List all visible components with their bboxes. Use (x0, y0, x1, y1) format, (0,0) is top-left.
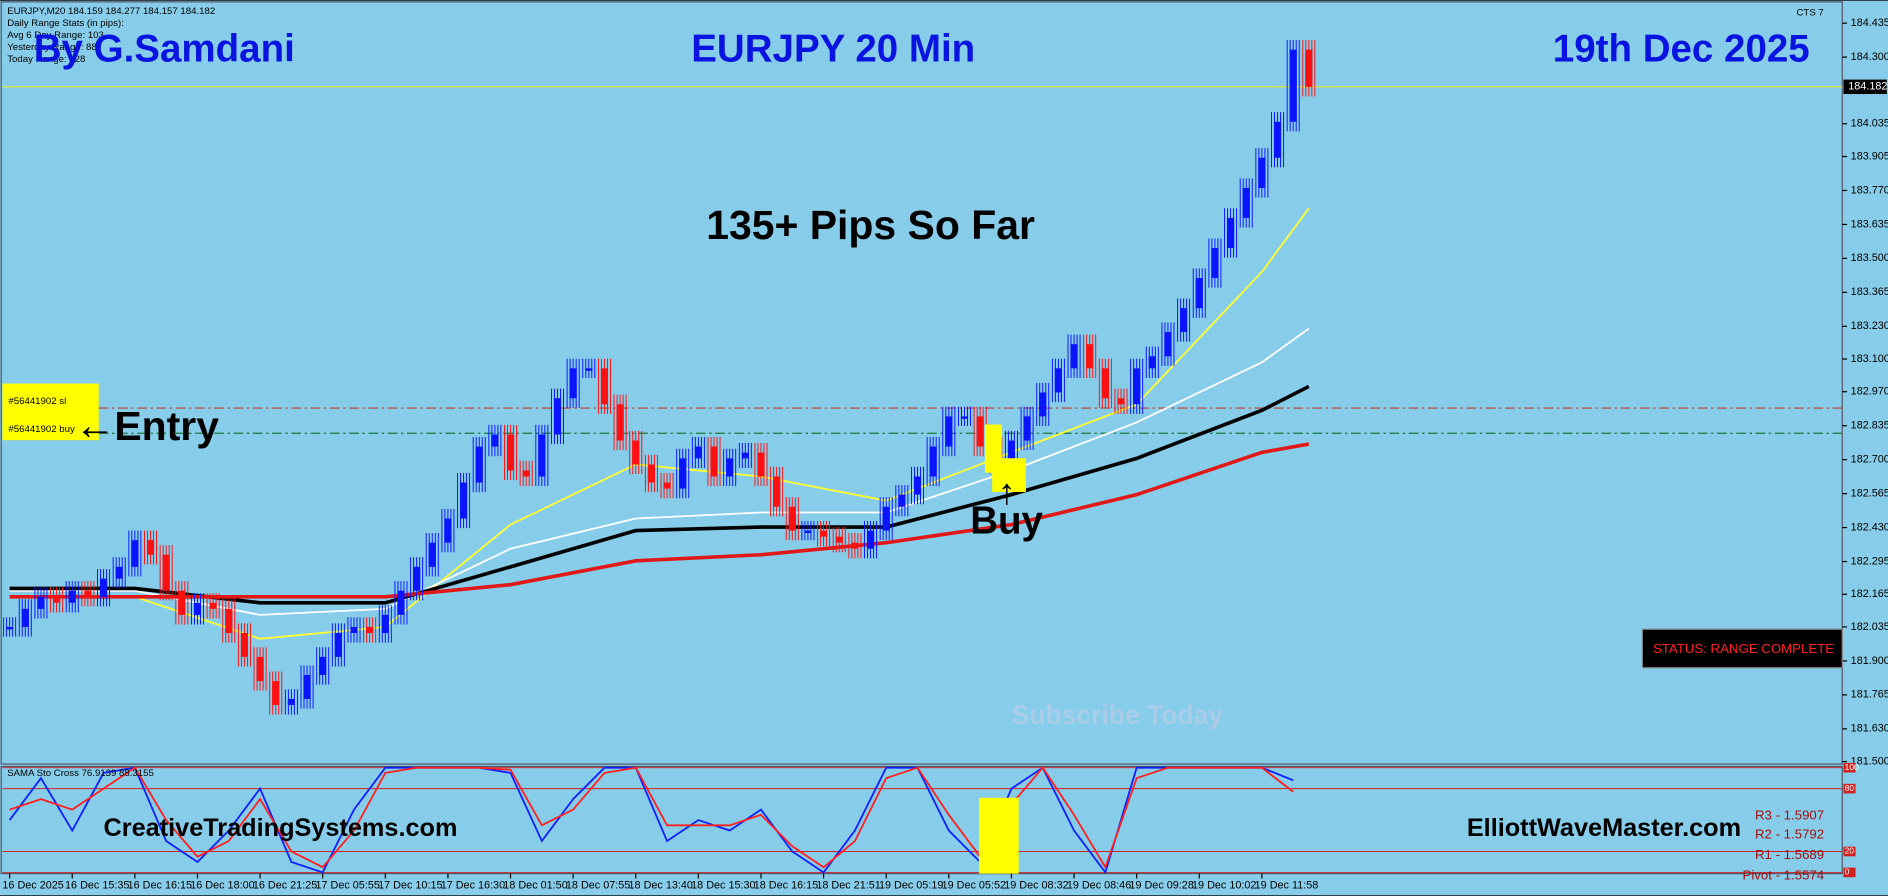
y-tick-label: 183.905 (1851, 150, 1888, 162)
status: STATUS: RANGE COMPLETE (1653, 641, 1834, 656)
y-tick-label: 182.700 (1851, 454, 1888, 466)
level-box (1843, 867, 1856, 878)
y-tick-label: 182.295 (1851, 555, 1888, 567)
oscillator-panel: 100 80 20 0 (2, 762, 1859, 878)
y-tick-label: 100 (1845, 762, 1859, 772)
x-tick-label: 17 Dec 05:55 (315, 880, 379, 892)
y-tick-label: 182.970 (1851, 386, 1888, 398)
date: 19th Dec 2025 (1553, 27, 1810, 70)
y-tick-label: 181.765 (1851, 689, 1888, 701)
y-tick-label: 183.635 (1851, 218, 1888, 230)
level-box (1843, 846, 1856, 857)
x-tick-label: 19 Dec 11:58 (1255, 880, 1319, 892)
moving-average (9, 327, 1310, 616)
website: CreativeTradingSystems.com (104, 814, 458, 842)
author: By G.Samdani (34, 27, 295, 70)
corner-label: CTS 7 (1796, 7, 1823, 18)
moving-average (9, 384, 1310, 605)
status-box (1641, 628, 1843, 669)
highlight (992, 458, 1026, 492)
buy-label: Buy (970, 499, 1043, 542)
x-tick-label: 19 Dec 09:28 (1129, 880, 1193, 892)
watermark: Subscribe Today (1012, 700, 1224, 730)
order-label: #56441902 sl (8, 396, 66, 407)
x-tick-label: 18 Dec 15:30 (691, 880, 755, 892)
level-box (1843, 783, 1856, 794)
stats: Avg 6 Day Range: 103 (7, 30, 104, 41)
y-tick-label: 182.835 (1851, 420, 1888, 432)
x-tick-label: 16 Dec 21:25 (253, 880, 317, 892)
stats: Today Range: 128 (7, 54, 85, 65)
y-tick-label: 80 (1845, 783, 1855, 793)
main-frame (0, 1, 1843, 765)
chart-title: EURJPY 20 Min (691, 27, 975, 70)
osc-title: SAMA Sto Cross 76.9139 88.3155 (7, 768, 154, 779)
moving-average (9, 442, 1310, 599)
main-panel: 184.435 184.300 184.035 183.905 183.770 183.6… (2, 17, 1888, 892)
website: ElliottWaveMaster.com (1467, 814, 1741, 842)
pivot: Pivot - 1.5574 (1743, 868, 1825, 883)
y-tick-label: 184.035 (1851, 118, 1888, 130)
oscillator-line (8, 766, 1294, 875)
y-tick-label: 0 (1845, 867, 1850, 877)
entry-label: Entry (114, 403, 219, 449)
moving-average (9, 207, 1310, 640)
x-tick-label: 16 Dec 15:35 (65, 880, 129, 892)
x-tick-label: 18 Dec 21:51 (816, 880, 880, 892)
y-tick-label: 181.900 (1851, 655, 1888, 667)
x-tick-label: 19 Dec 08:46 (1067, 880, 1131, 892)
x-tick-label: 17 Dec 16:30 (441, 880, 505, 892)
order-label-box (2, 383, 99, 441)
y-tick-label: 184.300 (1851, 51, 1888, 63)
x-tick-label: 19 Dec 10:02 (1192, 880, 1256, 892)
y-tick-label: 183.500 (1851, 252, 1888, 264)
x-tick-label: 16 Dec 2025 (2, 880, 63, 892)
entry-arrow: ← (75, 402, 116, 448)
order-label: #56441902 buy (8, 424, 75, 435)
pivot: R3 - 1.5907 (1755, 807, 1824, 822)
symbol-info: EURJPY,M20 184.159 184.277 184.157 184.1… (7, 6, 215, 17)
y-tick-label: 20 (1845, 846, 1855, 856)
x-tick-label: 18 Dec 01:50 (503, 880, 567, 892)
headline: 135+ Pips So Far (706, 202, 1035, 248)
x-tick-label: 18 Dec 13:40 (629, 880, 693, 892)
price-label: 184.182 (1848, 81, 1887, 93)
pivot: R1 - 1.5689 (1755, 847, 1824, 862)
x-tick-label: 17 Dec 10:15 (378, 880, 442, 892)
x-tick-label: 16 Dec 16:15 (128, 880, 192, 892)
y-tick-label: 182.430 (1851, 521, 1888, 533)
price-box (1843, 79, 1887, 95)
highlight (978, 797, 1019, 874)
y-tick-label: 182.035 (1851, 621, 1888, 633)
y-tick-label: 183.770 (1851, 184, 1888, 196)
x-tick-label: 18 Dec 07:55 (566, 880, 630, 892)
y-tick-label: 181.500 (1851, 755, 1888, 767)
x-tick-label: 18 Dec 16:15 (754, 880, 818, 892)
y-tick-label: 183.230 (1851, 320, 1888, 332)
y-tick-label: 183.365 (1851, 286, 1888, 298)
pivot: R2 - 1.5792 (1755, 827, 1824, 842)
x-tick-label: 19 Dec 05:19 (879, 880, 943, 892)
x-tick-label: 16 Dec 18:00 (190, 880, 254, 892)
stats: Yesterday Range: 88 (7, 42, 97, 53)
osc-frame (0, 765, 1843, 875)
level-box (1843, 762, 1856, 773)
x-tick-label: 19 Dec 05:52 (942, 880, 1006, 892)
stats: Daily Range Stats (in pips): (7, 18, 124, 29)
oscillator-line (9, 766, 1294, 870)
x-tick-label: 19 Dec 08:32 (1004, 880, 1068, 892)
y-tick-label: 182.565 (1851, 487, 1888, 499)
y-tick-label: 182.165 (1851, 588, 1888, 600)
y-tick-label: 183.100 (1851, 353, 1888, 365)
y-tick-label: 181.630 (1851, 723, 1888, 735)
buy-arrow: ↑ (998, 471, 1016, 512)
y-tick-label: 184.435 (1851, 17, 1888, 29)
